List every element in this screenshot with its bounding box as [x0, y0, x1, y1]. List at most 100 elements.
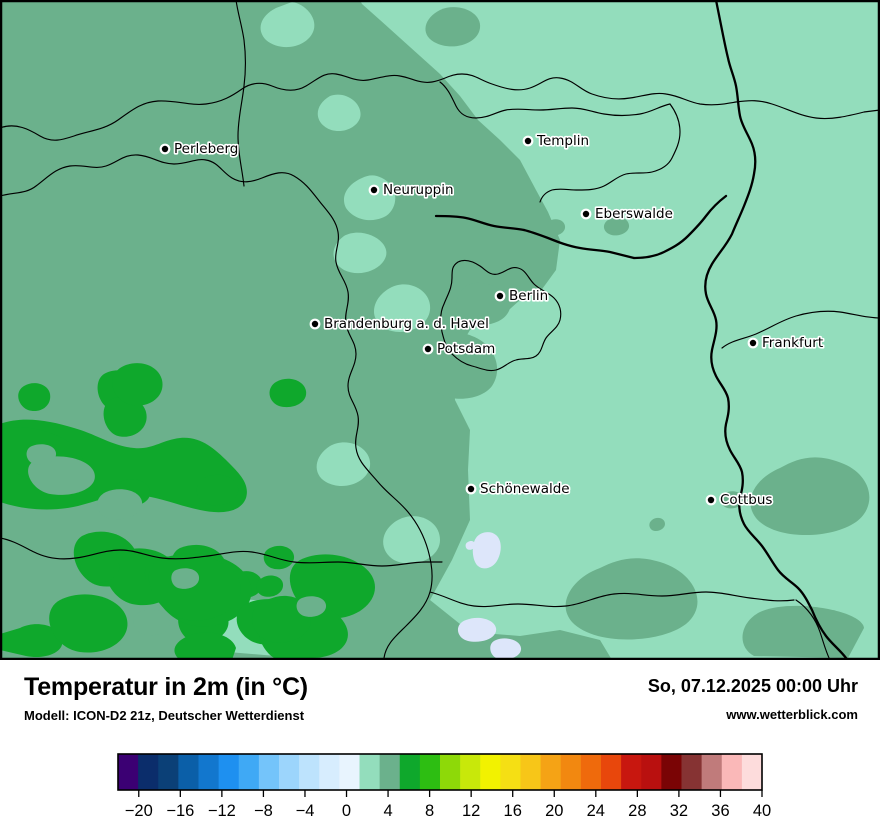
border-spreewald-south	[795, 599, 831, 660]
temperature-band-2-4c	[360, 0, 880, 660]
colorbar-outline	[117, 753, 763, 791]
colorbar-swatch	[238, 754, 260, 790]
temperature-cold-pocket-south-a	[457, 617, 497, 642]
colorbar-tick-label: 0	[342, 802, 351, 820]
colorbar-swatch	[339, 754, 361, 790]
temperature-mint-finger-north	[260, 2, 315, 48]
border-country-germany-poland	[704, 0, 848, 660]
temperature-band-6-8c-patch-u	[251, 597, 312, 643]
temperature-band-6-8c-patch-teltow2	[148, 554, 241, 621]
border-country-west-approach	[434, 214, 526, 232]
city-marker-potsdam[interactable]: Potsdam	[422, 339, 497, 359]
city-markers[interactable]: Perleberg Neuruppin Templin	[159, 131, 825, 510]
temperature-band-6-8c-patch-d	[18, 383, 51, 412]
map-canvas[interactable]: Perleberg Neuruppin Templin	[0, 0, 880, 660]
temperature-band-6-8c-patch-z	[112, 363, 163, 406]
temperature-band-6-8c-patch-r	[174, 632, 236, 660]
colorbar-swatch	[440, 754, 461, 790]
temperature-hole-4-6c-f	[26, 444, 57, 465]
city-dot	[467, 485, 475, 493]
colorbar-swatch	[359, 754, 381, 790]
city-dot	[311, 320, 319, 328]
city-dot	[161, 145, 169, 153]
city-marker-eberswalde[interactable]: Eberswalde	[580, 204, 675, 224]
border-brandenburg-south-east	[429, 591, 795, 608]
city-dot	[496, 292, 504, 300]
colorbar-swatch	[701, 754, 723, 790]
colorbar-swatch	[118, 754, 139, 790]
colorbar-swatch	[218, 754, 240, 790]
temperature-mint-finger-neuruppin	[343, 175, 396, 221]
colorbar-canvas[interactable]: −20 −16 −12 −8 −4 0 4 8 12 16 20 24 28 32 36 40	[0, 748, 880, 830]
colorbar-tick-label: 32	[670, 802, 688, 820]
city-label: Neuruppin	[383, 182, 454, 198]
colorbar-tick-label: 28	[628, 802, 646, 820]
temperature-band-6-8c-patch-l	[256, 575, 284, 597]
city-label: Eberswalde	[595, 206, 673, 222]
valid-time-label: So, 07.12.2025 00:00 Uhr	[647, 676, 858, 696]
city-marker-cottbus[interactable]: Cottbus	[705, 490, 774, 510]
colorbar-swatch	[379, 754, 401, 790]
city-label: Cottbus	[720, 492, 772, 508]
city-marker-templin[interactable]: Templin	[522, 131, 591, 151]
colorbar-tick-label: 40	[753, 802, 771, 820]
source-url-label: www.wetterblick.com	[726, 707, 858, 722]
city-dot	[582, 210, 590, 218]
temperature-mint-patch-nw	[317, 94, 361, 132]
temperature-cold-pocket-south-b	[490, 638, 522, 660]
temperature-band-6-8c-patch-y	[269, 378, 307, 408]
map-border-frame	[0, 0, 880, 660]
colorbar-swatches	[118, 754, 763, 790]
page-title: Temperatur in 2m (in °C)	[24, 673, 308, 701]
colorbar-swatch	[299, 754, 320, 790]
colorbar-swatch	[580, 754, 602, 790]
city-label: Potsdam	[437, 341, 495, 357]
colorbar-tick-label: −20	[125, 802, 153, 820]
temperature-hole-4-6c-c	[133, 609, 171, 636]
temperature-mint-patch-south	[383, 516, 440, 564]
temperature-band-6-8c-patch-ab	[49, 594, 128, 653]
colorbar-swatch	[621, 754, 642, 790]
meta-block: So, 07.12.2025 00:00 Uhr www.wetterblick…	[648, 676, 858, 722]
border-uckermark-inner-2	[539, 103, 681, 203]
temperature-hole-4-6c-a	[28, 456, 95, 495]
temperature-island-4-6c-lausitz	[750, 457, 870, 536]
temperature-colorbar[interactable]: −20 −16 −12 −8 −4 0 4 8 12 16 20 24 28 32 36 40	[0, 748, 880, 830]
border-brandenburg-south	[0, 537, 443, 567]
colorbar-swatch	[741, 754, 763, 790]
border-oder-spree-east	[721, 310, 880, 349]
colorbar-tick-label: 36	[711, 802, 729, 820]
colorbar-swatch	[178, 754, 200, 790]
colorbar-tick-label: 16	[504, 802, 522, 820]
temperature-island-4-6c-small-c	[720, 491, 744, 509]
city-dot	[707, 496, 715, 504]
temperature-map[interactable]: Perleberg Neuruppin Templin	[0, 0, 880, 660]
temperature-hole-4-6c-b	[97, 489, 143, 520]
city-marker-frankfurt[interactable]: Frankfurt	[747, 333, 825, 353]
colorbar-swatch	[601, 754, 622, 790]
border-country-eberswalde-link	[522, 228, 636, 260]
colorbar-swatch	[540, 754, 562, 790]
border-brandenburg-sachsen-anhalt	[0, 154, 433, 659]
city-marker-brandenburg-an-der-havel[interactable]: Brandenburg a. d. Havel	[309, 314, 490, 334]
temperature-band-6-8c-patch-c	[103, 396, 147, 437]
temperature-band-6-8c-patch-v	[196, 474, 239, 506]
title-block: Temperatur in 2m (in °C) Modell: ICON-D2…	[24, 673, 308, 723]
colorbar-swatch	[480, 754, 501, 790]
colorbar-swatch	[681, 754, 703, 790]
temperature-island-4-6c-small-a	[544, 219, 566, 236]
city-marker-perleberg[interactable]: Perleberg	[159, 139, 240, 159]
temperature-mint-patch-havelland	[373, 284, 431, 332]
city-marker-berlin[interactable]: Berlin	[494, 286, 550, 306]
temperature-band-6-8c-patch-aa	[0, 624, 63, 658]
colorbar-swatch	[319, 754, 340, 790]
colorbar-swatch	[138, 754, 159, 790]
colorbar-tick-label: 12	[462, 802, 480, 820]
colorbar-tick-label: −16	[166, 802, 194, 820]
city-marker-schoenewalde[interactable]: Schönewalde	[465, 479, 571, 499]
city-marker-neuruppin[interactable]: Neuruppin	[368, 180, 455, 200]
city-label: Perleberg	[174, 141, 238, 157]
temperature-hole-4-6c-e	[296, 596, 327, 617]
colorbar-swatch	[198, 754, 220, 790]
colorbar-swatch	[399, 754, 421, 790]
